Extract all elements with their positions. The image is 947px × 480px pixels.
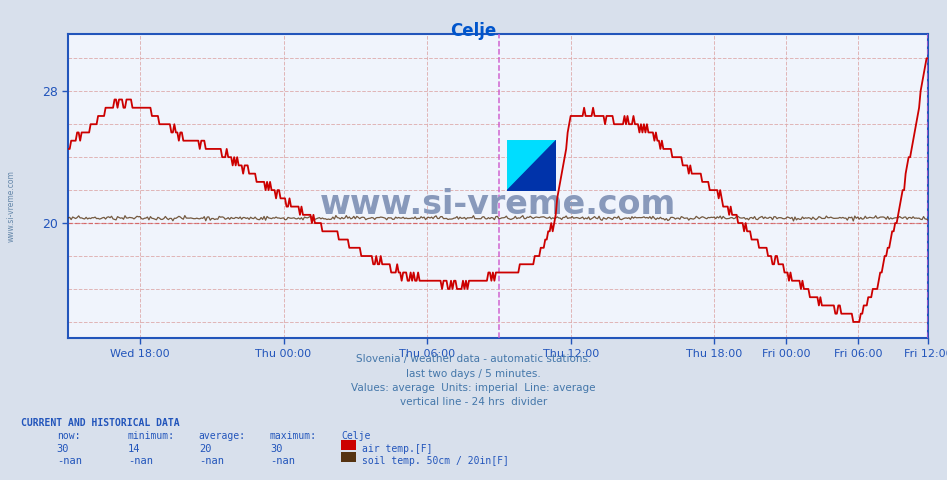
Text: www.si-vreme.com: www.si-vreme.com [320, 188, 676, 221]
Text: 20: 20 [199, 444, 211, 454]
Text: -nan: -nan [199, 456, 223, 466]
Text: now:: now: [57, 431, 80, 441]
Text: 14: 14 [128, 444, 140, 454]
Text: Celje: Celje [341, 431, 370, 441]
Text: minimum:: minimum: [128, 431, 175, 441]
Text: Slovenia / weather data - automatic stations.: Slovenia / weather data - automatic stat… [356, 354, 591, 364]
Text: vertical line - 24 hrs  divider: vertical line - 24 hrs divider [400, 397, 547, 408]
Text: -nan: -nan [270, 456, 295, 466]
Text: average:: average: [199, 431, 246, 441]
Text: 30: 30 [57, 444, 69, 454]
Text: Celje: Celje [451, 22, 496, 40]
Polygon shape [508, 140, 557, 191]
Text: -nan: -nan [57, 456, 81, 466]
Text: CURRENT AND HISTORICAL DATA: CURRENT AND HISTORICAL DATA [21, 418, 180, 428]
Text: -nan: -nan [128, 456, 152, 466]
Text: Values: average  Units: imperial  Line: average: Values: average Units: imperial Line: av… [351, 383, 596, 393]
Text: last two days / 5 minutes.: last two days / 5 minutes. [406, 369, 541, 379]
Text: maximum:: maximum: [270, 431, 317, 441]
Polygon shape [508, 140, 557, 191]
Text: 30: 30 [270, 444, 282, 454]
Text: air temp.[F]: air temp.[F] [362, 444, 432, 454]
Text: www.si-vreme.com: www.si-vreme.com [7, 170, 16, 242]
Text: soil temp. 50cm / 20in[F]: soil temp. 50cm / 20in[F] [362, 456, 509, 466]
Polygon shape [508, 140, 557, 191]
